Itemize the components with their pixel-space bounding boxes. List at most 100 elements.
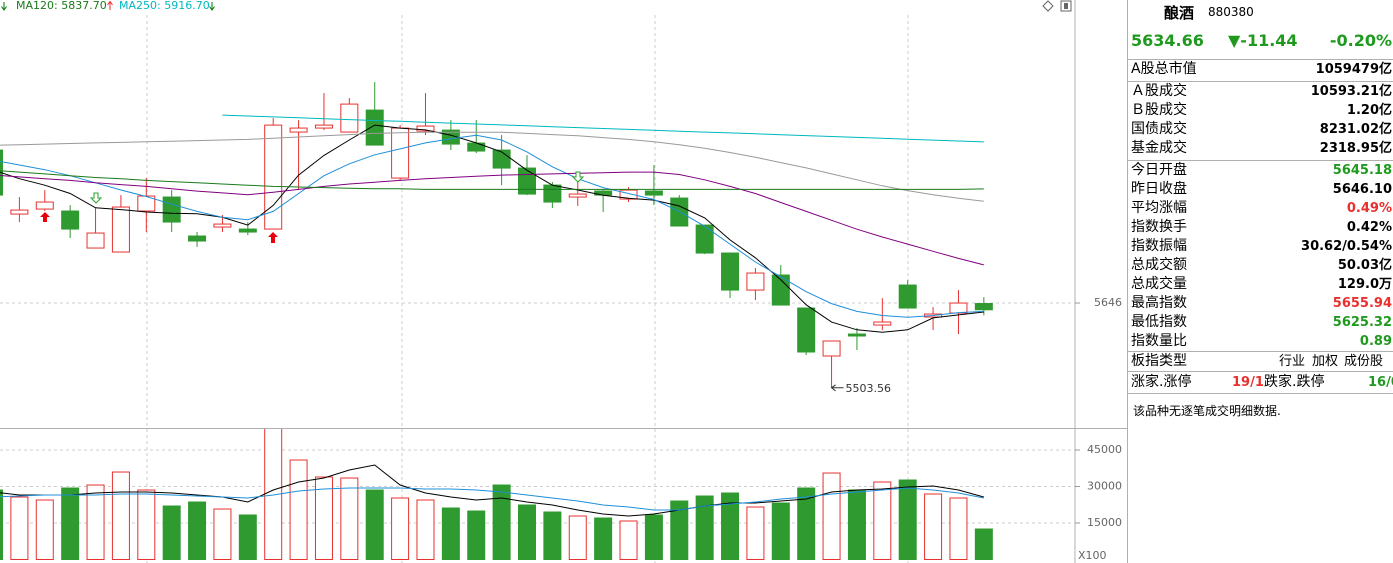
arrow-icon — [107, 0, 113, 10]
candle-body — [797, 307, 816, 353]
row-label: 基金成交 — [1131, 140, 1187, 156]
candle-body — [188, 235, 207, 242]
candle-body — [771, 274, 790, 306]
row-value: 5625.32 — [1332, 315, 1392, 330]
volume-bar — [670, 500, 689, 560]
candle-body — [61, 210, 80, 230]
row-value: 30.62/0.54% — [1301, 239, 1392, 254]
candle-body — [441, 129, 460, 145]
candle-body — [543, 184, 562, 203]
separator — [1128, 393, 1393, 394]
stat-row: 总成交额 50.03亿 — [1128, 256, 1393, 275]
volume-bar — [518, 504, 536, 561]
candle-body — [238, 228, 257, 233]
candle-body — [35, 201, 54, 210]
row-label: 跌家.跌停 — [1264, 374, 1325, 390]
y-tick-label: 30000 — [1087, 480, 1122, 493]
candle-body — [847, 333, 866, 337]
y-tick-label: 5646 — [1094, 296, 1122, 309]
change-pct: -0.20% — [1329, 31, 1392, 50]
volume-bar — [771, 502, 790, 560]
candle-body — [949, 302, 968, 314]
row-label: 板指类型 — [1131, 353, 1187, 369]
option[interactable]: 行业 — [1279, 354, 1306, 369]
row-value: 0.49% — [1346, 201, 1392, 216]
volume-bar — [314, 476, 333, 560]
candle-body — [898, 284, 917, 309]
candle-body — [492, 149, 511, 169]
stat-row: 最高指数 5655.94 — [1128, 294, 1393, 313]
row-value: 50.03亿 — [1337, 258, 1392, 273]
candle-body — [518, 167, 536, 195]
volume-bar — [10, 496, 29, 560]
stat-row: A股总市值 1059479亿 — [1128, 60, 1393, 79]
volume-bar — [619, 520, 638, 561]
y-tick-label: 45000 — [1087, 443, 1122, 456]
row-value: 10593.21亿 — [1310, 84, 1392, 99]
volume-bar — [0, 489, 4, 560]
row-label: 国债成交 — [1131, 121, 1187, 137]
volume-bar — [391, 497, 410, 561]
row-value: 0.42% — [1346, 220, 1392, 235]
stat-row: 今日开盘 5645.18 — [1128, 161, 1393, 180]
volume-panel — [0, 429, 1075, 561]
row-label: 指数振幅 — [1131, 238, 1187, 254]
stat-row: 基金成交 2318.95亿 — [1128, 139, 1393, 158]
candle-body — [264, 124, 283, 230]
separator — [1128, 351, 1393, 352]
stat-row: 最低指数 5625.32 — [1128, 313, 1393, 332]
volume-bar — [568, 515, 587, 561]
volume-bar — [746, 506, 765, 561]
candle-body — [289, 127, 308, 133]
volume-bar — [35, 499, 54, 561]
row-label: Ｂ股成交 — [1131, 102, 1187, 118]
row-label: 今日开盘 — [1131, 162, 1187, 178]
volume-bar — [441, 507, 460, 560]
ma-line — [222, 114, 984, 143]
volume-bar — [467, 510, 486, 560]
stat-row: 总成交量 129.0万 — [1128, 275, 1393, 294]
up-count: 19/1 — [1232, 375, 1264, 390]
row-value: 0.89 — [1359, 334, 1392, 349]
volume-bar — [365, 489, 384, 560]
volume-bar — [898, 479, 917, 561]
row-label: 最高指数 — [1131, 295, 1187, 311]
separator — [1128, 371, 1393, 372]
volume-bar — [264, 429, 283, 561]
row-value: 129.0万 — [1337, 277, 1392, 292]
option[interactable]: 成份股 — [1344, 354, 1384, 369]
candle-body — [111, 206, 130, 253]
diamond-icon — [1042, 0, 1054, 12]
stat-row: Ａ股成交 10593.21亿 — [1128, 82, 1393, 101]
row-value: 5645.18 — [1332, 163, 1392, 178]
stat-row: 平均涨幅 0.49% — [1128, 199, 1393, 218]
volume-bar — [797, 487, 816, 560]
volume-bar — [543, 511, 562, 561]
row-value: 5655.94 — [1332, 296, 1392, 311]
row-label: 总成交量 — [1131, 276, 1187, 292]
arrow-icon — [1, 2, 7, 11]
separator — [1128, 59, 1393, 60]
down-count: 16/0 — [1368, 375, 1393, 390]
candle-body — [644, 190, 663, 196]
candle-body — [721, 252, 740, 291]
candle-body — [162, 196, 181, 223]
volume-bar — [492, 484, 511, 561]
option[interactable]: 加权 — [1312, 354, 1339, 369]
candle-body — [416, 125, 435, 132]
stat-row: 国债成交 8231.02亿 — [1128, 120, 1393, 139]
price-panel: 5503.56 — [0, 82, 1075, 395]
separator — [1128, 160, 1393, 161]
volume-bar — [847, 489, 866, 560]
candle-body — [365, 109, 384, 146]
signal-arrows — [40, 171, 585, 243]
candle-body — [314, 124, 333, 129]
row-label: 指数量比 — [1131, 333, 1187, 349]
volume-ma-line — [0, 487, 984, 511]
candle-body — [213, 223, 232, 228]
volume-bar — [340, 477, 359, 561]
row-value: 2318.95亿 — [1319, 141, 1392, 156]
candle-body — [746, 272, 765, 291]
candle-body — [974, 303, 993, 311]
